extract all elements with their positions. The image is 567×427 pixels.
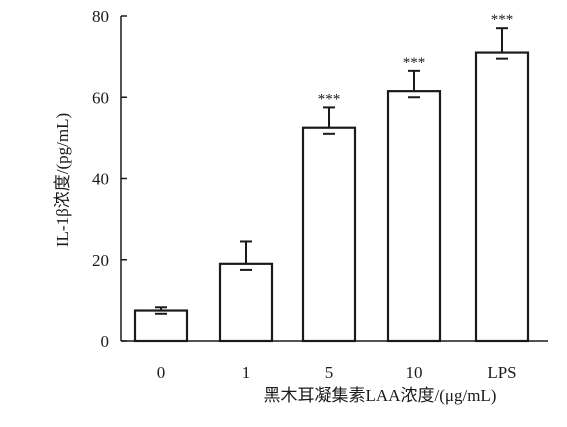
y-tick-label: 40 — [92, 170, 109, 189]
significance-label: *** — [318, 91, 341, 107]
y-tick-label: 80 — [92, 7, 109, 26]
significance-label: *** — [491, 12, 514, 28]
bar-0 — [133, 309, 189, 343]
y-tick-label: 60 — [92, 88, 109, 107]
x-axis-label: 黑木耳凝集素LAA浓度/(μg/mL) — [264, 386, 497, 405]
y-tick-label: 20 — [92, 251, 109, 270]
bar-1 — [218, 262, 274, 343]
x-tick-label: LPS — [487, 363, 516, 382]
x-tick-label: 5 — [325, 363, 334, 382]
significance-label: *** — [403, 55, 426, 71]
y-ticks: 0 20 40 60 80 — [92, 7, 127, 351]
y-axis-label: IL-1β浓度/(pg/mL) — [53, 113, 72, 247]
x-tick-label: 10 — [406, 363, 423, 382]
x-tick-label: 0 — [157, 363, 166, 382]
x-tick-label: 1 — [242, 363, 251, 382]
bars: *** *** *** — [133, 12, 530, 343]
bar-5 — [301, 126, 357, 343]
y-tick-label: 0 — [101, 332, 110, 351]
x-ticks: 0 1 5 10 LPS — [157, 363, 517, 382]
bar-10 — [386, 90, 442, 343]
bar-lps — [474, 51, 530, 343]
